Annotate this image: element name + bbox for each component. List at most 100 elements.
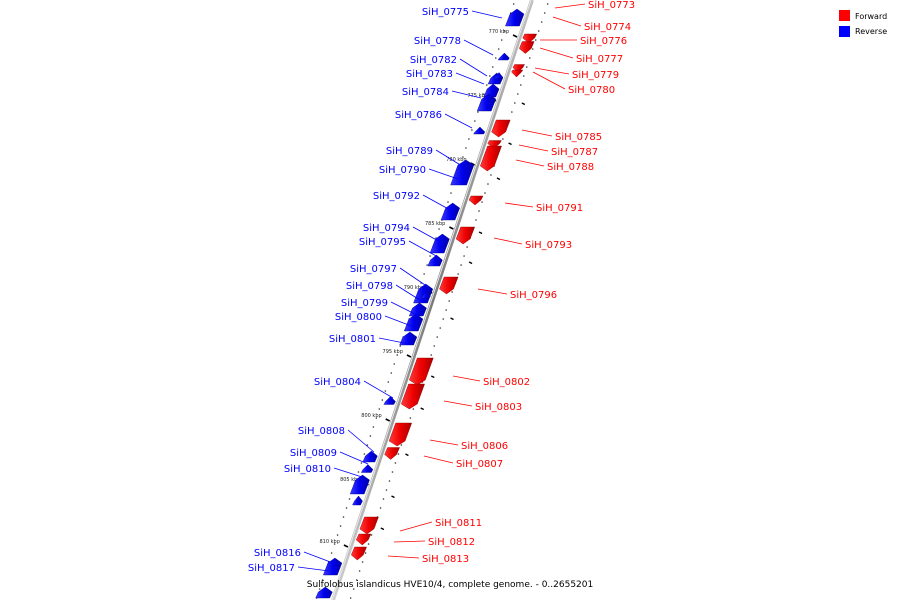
tick-dot bbox=[381, 399, 384, 401]
forward-gene-label[interactable]: SiH_0776 bbox=[580, 36, 627, 47]
reverse-gene-block[interactable] bbox=[362, 450, 378, 463]
reverse-gene-label[interactable]: SiH_0801 bbox=[329, 334, 376, 345]
forward-gene-label[interactable]: SiH_0785 bbox=[555, 132, 602, 143]
tick-dot bbox=[465, 147, 467, 149]
forward-gene-label[interactable]: SiH_0774 bbox=[584, 22, 631, 33]
reverse-gene-label[interactable]: SiH_0795 bbox=[359, 237, 406, 248]
major-tick bbox=[430, 375, 435, 379]
forward-gene-block[interactable] bbox=[439, 276, 459, 295]
forward-gene-block[interactable] bbox=[351, 546, 367, 561]
reverse-gene-block[interactable] bbox=[352, 495, 363, 506]
forward-gene-block[interactable] bbox=[491, 119, 511, 138]
tick-dot bbox=[522, 75, 525, 77]
reverse-gene-label[interactable]: SiH_0783 bbox=[406, 69, 453, 80]
forward-gene-block[interactable] bbox=[522, 33, 538, 44]
forward-gene-label[interactable]: SiH_0813 bbox=[422, 554, 469, 565]
reverse-gene-leader bbox=[412, 226, 443, 244]
forward-gene-label[interactable]: SiH_0779 bbox=[572, 70, 619, 81]
tick-dot bbox=[409, 417, 412, 419]
reverse-gene-block[interactable] bbox=[349, 474, 370, 495]
scale-label: 775 kbp bbox=[467, 93, 487, 99]
reverse-gene-label[interactable]: SiH_0775 bbox=[422, 7, 469, 18]
reverse-gene-block[interactable] bbox=[315, 586, 333, 599]
reverse-gene-block[interactable] bbox=[473, 126, 486, 135]
reverse-gene-leader bbox=[363, 380, 394, 399]
major-tick bbox=[405, 453, 409, 457]
forward-gene-label[interactable]: SiH_0802 bbox=[483, 377, 530, 388]
tick-dot bbox=[333, 543, 336, 545]
reverse-gene-label[interactable]: SiH_0794 bbox=[363, 223, 410, 234]
reverse-gene-label[interactable]: SiH_0798 bbox=[346, 281, 393, 292]
forward-gene-block[interactable] bbox=[511, 69, 524, 78]
reverse-gene-block[interactable] bbox=[420, 290, 431, 299]
reverse-gene-label[interactable]: SiH_0808 bbox=[298, 426, 345, 437]
reverse-gene-block[interactable] bbox=[476, 93, 497, 112]
reverse-gene-block[interactable] bbox=[483, 83, 500, 98]
forward-gene-label[interactable]: SiH_0803 bbox=[475, 402, 522, 413]
reverse-gene-label[interactable]: SiH_0784 bbox=[402, 87, 449, 98]
reverse-gene-label[interactable]: SiH_0809 bbox=[290, 448, 337, 459]
tick-dot bbox=[491, 66, 494, 68]
reverse-gene-label[interactable]: SiH_0800 bbox=[335, 312, 382, 323]
reverse-gene-label[interactable]: SiH_0786 bbox=[395, 110, 442, 121]
reverse-gene-label[interactable]: SiH_0778 bbox=[414, 36, 461, 47]
reverse-gene-block[interactable] bbox=[493, 72, 504, 79]
reverse-gene-block[interactable] bbox=[360, 464, 374, 473]
forward-gene-label[interactable]: SiH_0791 bbox=[536, 203, 583, 214]
forward-gene-leader bbox=[387, 555, 420, 559]
reverse-gene-block[interactable] bbox=[413, 283, 434, 304]
reverse-gene-block[interactable] bbox=[497, 52, 510, 61]
forward-gene-label[interactable]: SiH_0812 bbox=[428, 537, 475, 548]
reverse-gene-label[interactable]: SiH_0792 bbox=[373, 191, 420, 202]
forward-gene-block[interactable] bbox=[384, 447, 400, 460]
forward-gene-label[interactable]: SiH_0787 bbox=[551, 147, 598, 158]
forward-gene-block[interactable] bbox=[455, 226, 475, 245]
tick-dot bbox=[369, 435, 372, 437]
reverse-gene-label[interactable]: SiH_0810 bbox=[284, 464, 331, 475]
tick-dot bbox=[361, 561, 364, 563]
reverse-gene-block[interactable] bbox=[427, 254, 443, 267]
forward-gene-label[interactable]: SiH_0807 bbox=[456, 459, 503, 470]
forward-gene-label[interactable]: SiH_0796 bbox=[510, 290, 557, 301]
reverse-gene-leader bbox=[422, 194, 453, 212]
reverse-gene-leader bbox=[408, 240, 439, 258]
forward-gene-label[interactable]: SiH_0811 bbox=[435, 518, 482, 529]
forward-gene-block[interactable] bbox=[480, 145, 502, 172]
reverse-gene-label[interactable]: SiH_0782 bbox=[410, 55, 457, 66]
forward-gene-label[interactable]: SiH_0806 bbox=[461, 441, 508, 452]
forward-gene-label[interactable]: SiH_0780 bbox=[568, 85, 615, 96]
forward-gene-block[interactable] bbox=[388, 422, 412, 447]
tick-dot bbox=[348, 498, 351, 500]
forward-gene-block[interactable] bbox=[359, 516, 379, 535]
reverse-gene-block[interactable] bbox=[399, 331, 418, 346]
forward-gene-label[interactable]: SiH_0793 bbox=[525, 240, 572, 251]
reverse-gene-block[interactable] bbox=[403, 313, 424, 332]
forward-gene-label[interactable]: SiH_0788 bbox=[547, 162, 594, 173]
reverse-gene-label[interactable]: SiH_0804 bbox=[314, 377, 361, 388]
forward-gene-block[interactable] bbox=[409, 357, 434, 386]
legend-forward-swatch bbox=[839, 10, 850, 21]
reverse-gene-label[interactable]: SiH_0789 bbox=[386, 146, 433, 157]
forward-gene-block[interactable] bbox=[355, 533, 372, 546]
tick-dot bbox=[436, 336, 439, 338]
reverse-gene-label[interactable]: SiH_0797 bbox=[350, 264, 397, 275]
reverse-gene-block[interactable] bbox=[440, 202, 460, 221]
major-tick bbox=[385, 418, 391, 422]
reverse-gene-block[interactable] bbox=[429, 233, 450, 254]
forward-gene-block[interactable] bbox=[401, 383, 425, 410]
reverse-gene-block[interactable] bbox=[505, 8, 525, 27]
reverse-gene-label[interactable]: SiH_0790 bbox=[379, 165, 426, 176]
reverse-gene-label[interactable]: SiH_0816 bbox=[254, 548, 301, 559]
reverse-gene-block[interactable] bbox=[383, 396, 396, 405]
forward-gene-block[interactable] bbox=[519, 41, 535, 54]
reverse-gene-label[interactable]: SiH_0799 bbox=[341, 298, 388, 309]
forward-gene-leader bbox=[399, 521, 433, 532]
reverse-gene-block[interactable] bbox=[408, 302, 427, 317]
forward-gene-block[interactable] bbox=[468, 195, 484, 206]
reverse-gene-label[interactable]: SiH_0817 bbox=[248, 563, 295, 574]
tick-dot bbox=[438, 228, 440, 230]
forward-gene-label[interactable]: SiH_0773 bbox=[588, 0, 635, 11]
forward-gene-label[interactable]: SiH_0777 bbox=[576, 54, 623, 65]
tick-dot bbox=[540, 21, 543, 23]
